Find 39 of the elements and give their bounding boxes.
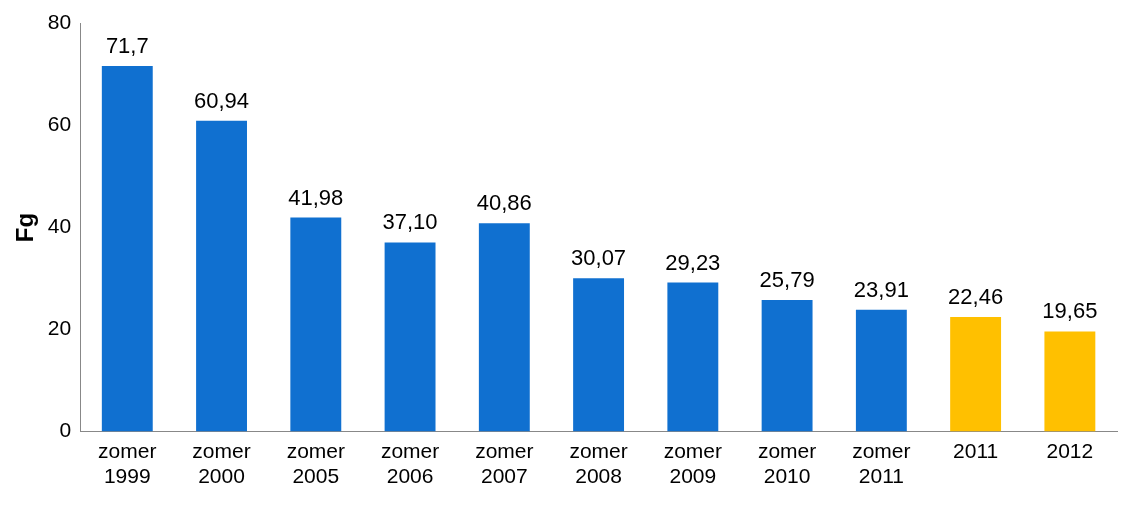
- bar: [761, 300, 813, 432]
- x-tick-label: zomer 2007: [475, 439, 534, 488]
- y-axis-title: Fg: [11, 212, 39, 243]
- data-label: 60,94: [194, 87, 250, 113]
- data-label: 29,23: [665, 249, 721, 275]
- bar: [573, 278, 625, 432]
- x-tick-label: zomer 2009: [663, 439, 723, 488]
- bar: [950, 317, 1002, 432]
- bar: [1044, 331, 1096, 432]
- bar: [855, 309, 907, 432]
- x-tick-label: zomer 2000: [192, 439, 251, 488]
- bar: [196, 120, 247, 432]
- y-tick-label: 80: [47, 10, 72, 34]
- bar: [101, 65, 153, 432]
- y-tick-label: 0: [59, 418, 72, 442]
- data-label: 71,7: [105, 32, 149, 58]
- x-tick-label: zomer 2008: [569, 439, 628, 488]
- y-tick-label: 60: [47, 112, 72, 136]
- y-tick-label: 20: [47, 316, 72, 340]
- x-tick-label: zomer 1999: [98, 439, 157, 488]
- bar: [478, 223, 530, 432]
- data-label: 41,98: [288, 184, 344, 210]
- data-label: 40,86: [476, 190, 532, 216]
- data-label: 37,10: [382, 209, 438, 235]
- x-tick-label: zomer 2011: [852, 439, 911, 488]
- x-tick-label: 2012: [1046, 439, 1094, 462]
- bar: [290, 217, 342, 432]
- data-label: 22,46: [948, 284, 1004, 310]
- data-label: 30,07: [571, 245, 627, 271]
- x-tick-label: zomer 2006: [380, 439, 440, 488]
- data-label: 19,65: [1042, 298, 1098, 324]
- x-tick-label: zomer 2010: [757, 439, 817, 488]
- bar: [667, 282, 719, 432]
- data-label: 25,79: [759, 267, 815, 293]
- x-tick-label: 2011: [953, 439, 999, 462]
- bar: [384, 242, 436, 432]
- data-label: 23,91: [853, 276, 909, 302]
- y-tick-label: 40: [47, 214, 72, 238]
- x-tick-label: zomer 2005: [286, 439, 345, 488]
